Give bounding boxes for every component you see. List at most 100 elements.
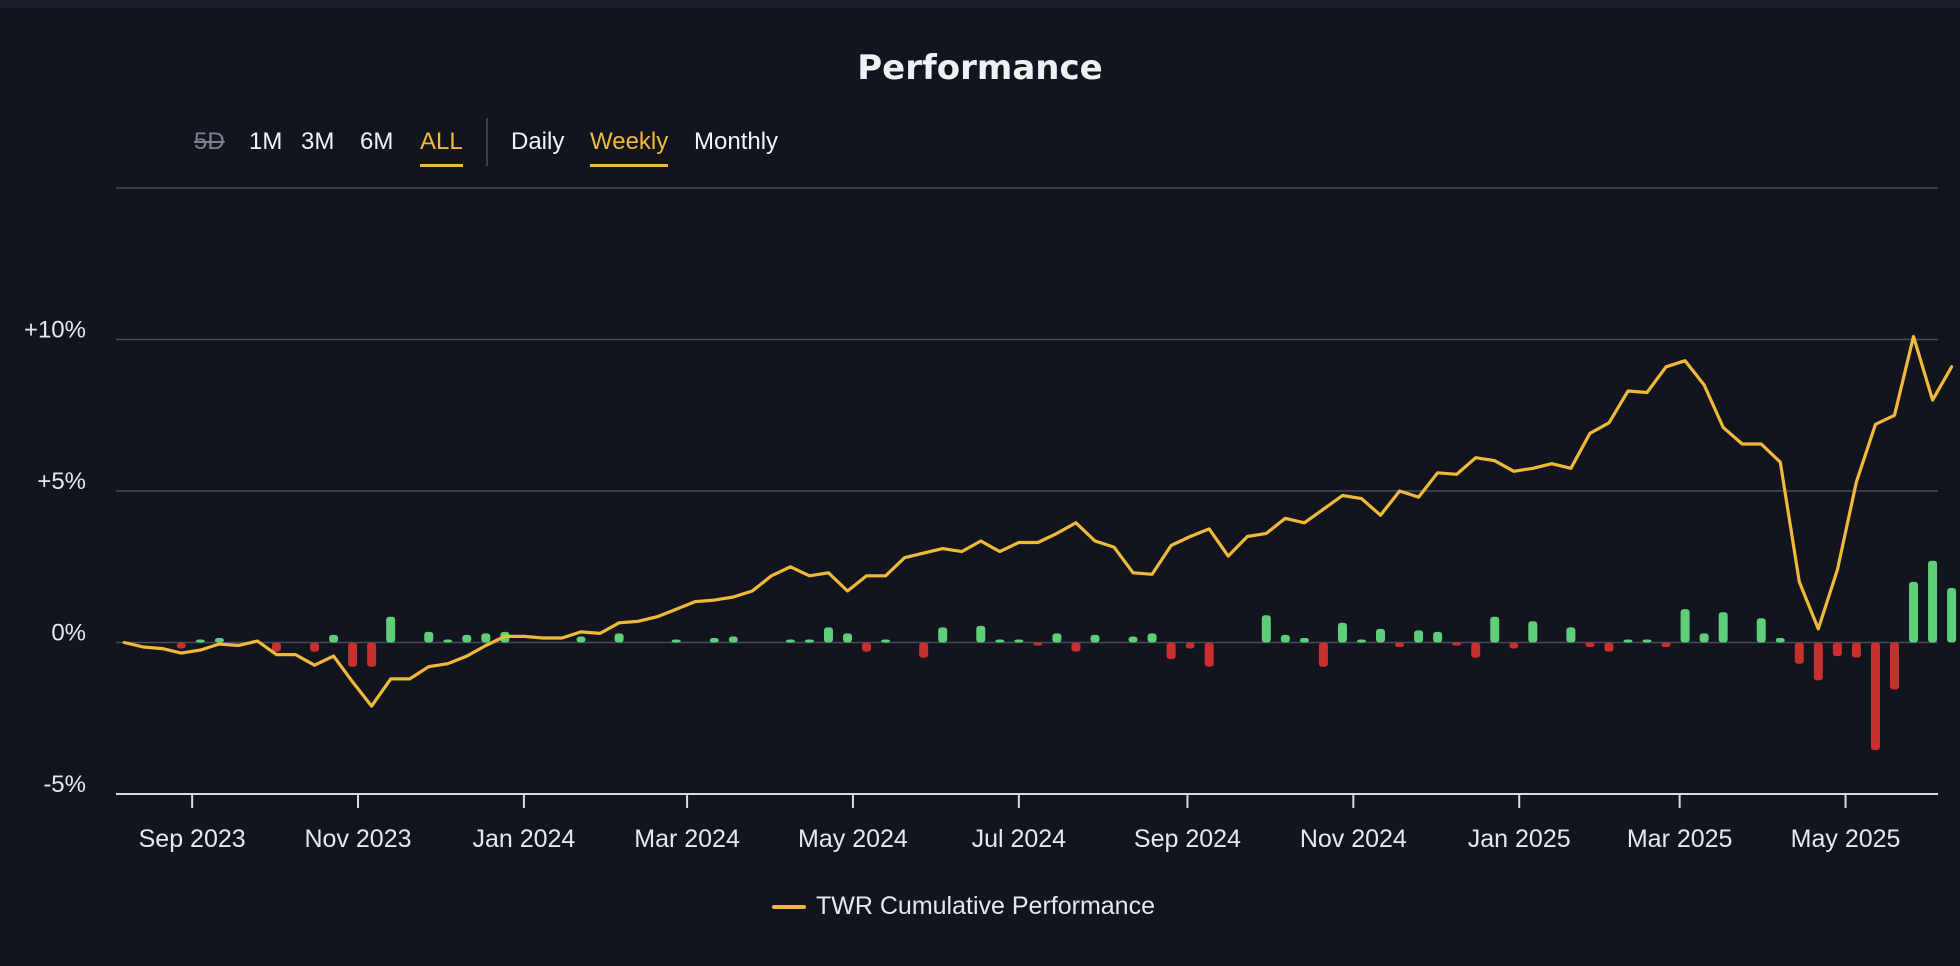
positive-return-bar (1261, 615, 1271, 643)
negative-return-bar (1166, 642, 1176, 660)
range-1m-button[interactable]: 1M (249, 128, 283, 155)
chart-panel (0, 8, 1960, 966)
negative-return-bar (1395, 642, 1405, 648)
positive-return-bar (195, 639, 205, 643)
positive-return-bar (671, 639, 681, 643)
positive-return-bar (1014, 639, 1024, 643)
twr-performance-line (122, 334, 1954, 708)
positive-return-bar (1699, 633, 1709, 643)
positive-return-bar (976, 625, 986, 643)
positive-return-bar (576, 636, 586, 643)
negative-return-bar (1509, 642, 1519, 649)
x-tick-label: Nov 2023 (305, 825, 412, 853)
x-tick-label: Mar 2025 (1627, 825, 1733, 853)
x-tick-label: May 2025 (1791, 825, 1901, 853)
negative-return-bar (1585, 642, 1595, 648)
positive-return-bar (728, 636, 738, 643)
x-tick-label: Nov 2024 (1300, 825, 1407, 853)
negative-return-bar (1204, 642, 1214, 667)
positive-return-bar (1376, 628, 1386, 643)
twr-line-layer (122, 334, 1954, 708)
positive-return-bar (424, 631, 434, 643)
selector-divider (486, 118, 488, 166)
negative-return-bar (1471, 642, 1481, 658)
positive-return-bar (1414, 630, 1424, 643)
positive-return-bar (995, 639, 1005, 643)
negative-return-bar (310, 642, 320, 652)
positive-return-bar (1280, 634, 1290, 643)
negative-return-bar (1071, 642, 1081, 652)
x-tick-label: Sep 2024 (1134, 825, 1241, 853)
x-tick-label: Jan 2025 (1468, 825, 1571, 853)
range-3m-button[interactable]: 3M (301, 128, 335, 155)
negative-return-bar (1185, 642, 1195, 649)
positive-return-bar (1090, 634, 1100, 643)
negative-return-bar (271, 642, 281, 652)
negative-return-bar (1033, 642, 1043, 646)
positive-return-bar (1337, 622, 1347, 643)
negative-return-bar (176, 642, 186, 649)
positive-return-bar (462, 634, 472, 643)
positive-return-bar (1928, 560, 1938, 643)
chart-title: Performance (857, 48, 1103, 88)
positive-return-bar (938, 627, 948, 643)
positive-return-bar (1623, 639, 1633, 643)
positive-return-bar (1718, 612, 1728, 643)
positive-return-bar (1680, 609, 1690, 643)
positive-return-bar (823, 627, 833, 643)
positive-return-bar (1128, 636, 1138, 643)
negative-return-bar (1318, 642, 1328, 667)
x-tick-label: Jul 2024 (972, 825, 1067, 853)
range-6m-button[interactable]: 6M (360, 128, 394, 155)
y-tick-label: +5% (37, 468, 86, 495)
positive-return-bar (1490, 616, 1500, 643)
y-tick-label: -5% (43, 771, 86, 798)
positive-return-bar (1775, 637, 1785, 643)
grid-lines (116, 187, 1938, 644)
positive-return-bar (1947, 587, 1957, 643)
positive-return-bar (804, 639, 814, 643)
positive-return-bar (843, 633, 853, 643)
interval-monthly-button[interactable]: Monthly (694, 128, 779, 155)
range-all-button[interactable]: ALL (420, 128, 463, 167)
negative-return-bar (348, 642, 358, 667)
positive-return-bar (1356, 639, 1366, 643)
positive-return-bar (709, 637, 719, 643)
positive-return-bar (785, 639, 795, 643)
weekly-return-bars (176, 560, 1957, 751)
positive-return-bar (881, 639, 891, 643)
negative-return-bar (1604, 642, 1614, 652)
axes: +10% +5% 0% -5% Sep 2023 Nov 2023 Jan 2024 Mar … (24, 317, 1938, 853)
legend-label: TWR Cumulative Performance (816, 892, 1155, 920)
positive-return-bar (1147, 633, 1157, 643)
positive-return-bar (1299, 637, 1309, 643)
x-tick-label: May 2024 (798, 825, 908, 853)
negative-return-bar (1661, 642, 1671, 648)
positive-return-bar (329, 634, 339, 643)
positive-return-bar (1909, 581, 1919, 643)
positive-return-bar (614, 633, 624, 643)
positive-return-bar (214, 637, 224, 643)
positive-return-bar (481, 633, 491, 643)
x-tick-label: Sep 2023 (139, 825, 246, 853)
negative-return-bar (1794, 642, 1804, 664)
x-tick-label: Jan 2024 (472, 825, 575, 853)
positive-return-bar (1642, 639, 1652, 643)
negative-return-bar (1832, 642, 1842, 657)
positive-return-bar (386, 616, 396, 643)
positive-return-bar (1756, 618, 1766, 643)
positive-return-bar (1052, 633, 1062, 643)
negative-return-bar (1813, 642, 1823, 681)
x-tick-label: Mar 2024 (634, 825, 740, 853)
negative-return-bar (1889, 642, 1899, 690)
interval-daily-button[interactable]: Daily (511, 128, 565, 155)
chart-legend[interactable]: TWR Cumulative Performance (772, 892, 1155, 921)
interval-weekly-button[interactable]: Weekly (590, 128, 669, 167)
negative-return-bar (367, 642, 377, 667)
negative-return-bar (862, 642, 872, 652)
positive-return-bar (1566, 627, 1576, 643)
y-tick-label: 0% (51, 620, 86, 647)
y-tick-label: +10% (24, 317, 86, 344)
negative-return-bar (1452, 642, 1462, 646)
